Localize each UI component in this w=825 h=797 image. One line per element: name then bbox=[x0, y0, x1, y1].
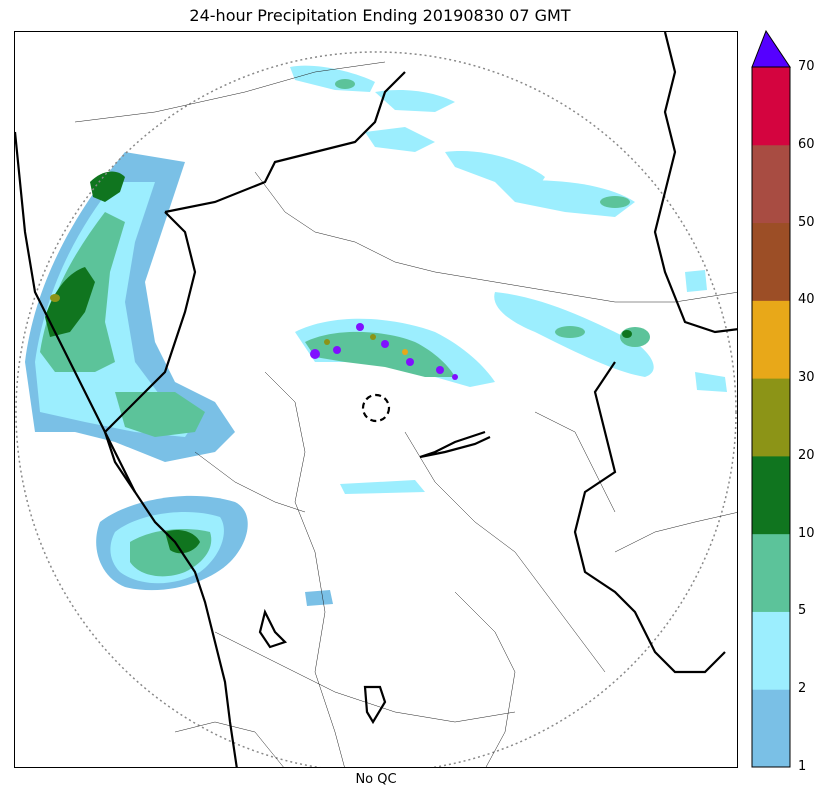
colorbar-segment bbox=[752, 67, 790, 146]
map-title: 24-hour Precipitation Ending 20190830 07… bbox=[189, 6, 571, 25]
colorbar-tick-label: 1 bbox=[798, 759, 807, 774]
precipitation-areas bbox=[25, 65, 727, 606]
colorbar-segments bbox=[752, 67, 790, 768]
precip-north-streak-2 bbox=[375, 90, 455, 112]
precip-central-cluster-mint bbox=[305, 331, 455, 377]
precipitation-map bbox=[15, 32, 737, 767]
precip-core-4 bbox=[381, 340, 389, 348]
precip-core-3 bbox=[356, 323, 364, 331]
precip-core-7 bbox=[452, 374, 458, 380]
precip-core-1 bbox=[310, 349, 320, 359]
colorbar-tick-label: 30 bbox=[798, 370, 815, 386]
colorbar-segment bbox=[752, 611, 790, 690]
map-xlabel: No QC bbox=[355, 772, 397, 787]
colorbar-tick-label: 10 bbox=[798, 525, 815, 541]
colorbar-segment bbox=[752, 300, 790, 379]
precip-south-streak bbox=[340, 480, 425, 494]
precip-olive-core-2 bbox=[370, 334, 376, 340]
colorbar-tick-label: 5 bbox=[798, 603, 807, 619]
colorbar-extend-arrow bbox=[751, 30, 791, 68]
precip-north-streak-3 bbox=[365, 127, 435, 152]
precip-west-band-green-2 bbox=[90, 171, 125, 202]
precip-northeast-streak-2 bbox=[495, 180, 635, 217]
colorbar bbox=[751, 30, 791, 768]
colorbar-segment bbox=[752, 144, 790, 224]
colorbar-tick-label: 40 bbox=[798, 292, 815, 308]
colorbar-tick-label: 70 bbox=[798, 59, 815, 74]
precip-mid-west bbox=[115, 392, 205, 437]
precip-southwest-green bbox=[165, 530, 200, 554]
colorbar-tick-label: 60 bbox=[798, 136, 815, 152]
colorbar-segment bbox=[752, 222, 790, 301]
precip-west-band-green-1 bbox=[45, 267, 95, 337]
colorbar-tick-label: 50 bbox=[798, 214, 815, 230]
colorbar-segment bbox=[752, 378, 790, 457]
map-panel bbox=[14, 31, 738, 768]
precip-south-spot bbox=[305, 590, 333, 606]
precip-far-east-streak bbox=[685, 270, 707, 292]
colorbar-segment bbox=[752, 533, 790, 612]
national-borders bbox=[15, 32, 737, 767]
precip-east-spot-3 bbox=[622, 330, 632, 338]
precip-north-spot bbox=[335, 79, 355, 89]
admin-borders bbox=[74, 61, 737, 767]
precip-east-spot-1 bbox=[555, 326, 585, 338]
colorbar-outline bbox=[751, 66, 791, 768]
precip-olive-core-3 bbox=[402, 349, 408, 355]
precip-olive-spot bbox=[50, 294, 60, 302]
precip-olive-core-1 bbox=[324, 339, 330, 345]
radar-range-ring bbox=[15, 51, 737, 767]
colorbar-tick-label: 2 bbox=[798, 681, 807, 697]
colorbar-segment bbox=[752, 689, 790, 768]
precip-northeast-spot-1 bbox=[600, 196, 630, 208]
precip-core-6 bbox=[436, 366, 444, 374]
precip-core-5 bbox=[406, 358, 414, 366]
precip-core-2 bbox=[333, 346, 341, 354]
colorbar-segment bbox=[752, 455, 790, 535]
colorbar-tick-label: 20 bbox=[798, 447, 815, 463]
precip-far-east-streak-2 bbox=[695, 372, 727, 392]
